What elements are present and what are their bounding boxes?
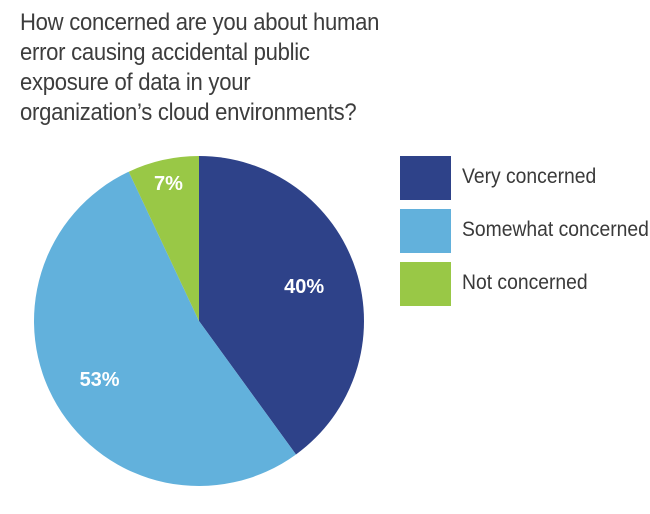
slice-label-very-concerned: 40% xyxy=(284,276,324,298)
chart-title-line-2: error causing accidental public xyxy=(20,39,310,66)
legend-label-somewhat-concerned: Somewhat concerned xyxy=(462,218,649,241)
pie-slice-somewhat-concerned xyxy=(34,171,296,486)
chart-title-line-1: How concerned are you about human xyxy=(20,9,380,36)
pie-slice-very-concerned xyxy=(199,156,364,455)
legend-swatch-very-concerned xyxy=(400,156,451,200)
legend-label-not-concerned: Not concerned xyxy=(462,271,588,294)
legend-swatch-not-concerned xyxy=(400,262,451,306)
legend-swatch-somewhat-concerned xyxy=(400,209,451,253)
chart-title-line-4: organization’s cloud environments? xyxy=(20,99,357,126)
legend-label-very-concerned: Very concerned xyxy=(462,165,597,188)
pie-slice-not-concerned xyxy=(128,156,199,321)
slice-label-not-concerned: 7% xyxy=(154,173,183,195)
chart-title-line-3: exposure of data in your xyxy=(20,69,251,96)
slice-label-somewhat-concerned: 53% xyxy=(80,369,120,391)
chart-title: How concerned are you about human error … xyxy=(20,8,380,128)
